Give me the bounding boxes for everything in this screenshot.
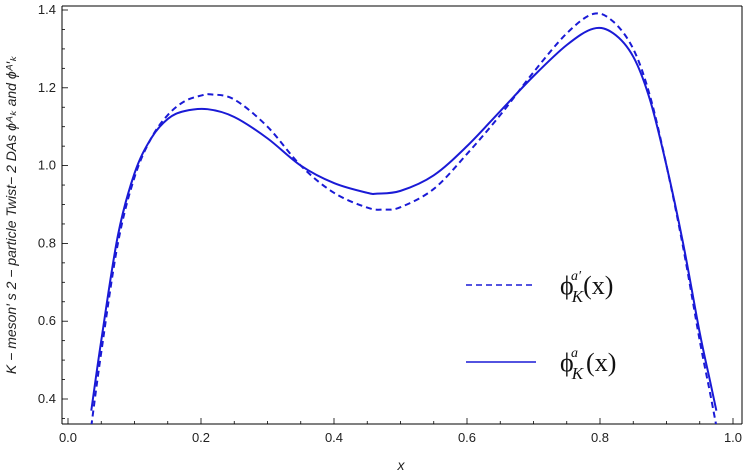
y-tick-label: 0.6 <box>38 313 56 328</box>
x-tick-label: 0.8 <box>591 430 609 445</box>
y-tick-label: 1.2 <box>38 80 56 95</box>
y-tick-label: 0.8 <box>38 235 56 250</box>
legend-label-solid: ϕKa (x) <box>560 346 616 383</box>
series-line-solid <box>90 26 718 411</box>
series-layer <box>90 12 718 424</box>
legend-label-solid-sub: K <box>571 364 585 383</box>
legend-label-dashed-sup: a′ <box>571 269 582 284</box>
x-tick-label: 1.0 <box>724 430 742 445</box>
y-tick-label: 0.4 <box>38 391 56 406</box>
legend-label-dashed: ϕKa′(x) <box>560 269 613 306</box>
legend: ϕKa′(x) ϕKa (x) <box>466 269 616 383</box>
x-tick-label: 0.0 <box>59 430 77 445</box>
x-tick-label: 0.4 <box>325 430 343 445</box>
legend-label-dashed-sub: K <box>571 287 585 306</box>
x-tick-label: 0.2 <box>192 430 210 445</box>
series-line-dashed <box>90 12 717 424</box>
legend-label-solid-arg: (x) <box>586 348 616 377</box>
ticks-layer: 0.0 0.2 0.4 0.6 0.8 1.0 0.4 0.6 0.8 1.0 1.2 1.4 <box>38 2 742 445</box>
legend-label-solid-main: ϕ <box>560 348 574 377</box>
legend-label-dashed-arg: (x) <box>583 271 613 300</box>
y-tick-label: 1.4 <box>38 2 56 17</box>
y-axis-title: K − meson′ s 2 − particle Twist− 2 DAs ϕ… <box>3 55 19 374</box>
y-tick-label: 1.0 <box>38 158 56 173</box>
x-axis-title: x <box>397 457 406 473</box>
legend-label-dashed-main: ϕ <box>560 271 574 300</box>
x-tick-label: 0.6 <box>458 430 476 445</box>
legend-label-solid-sup: a <box>571 346 578 361</box>
